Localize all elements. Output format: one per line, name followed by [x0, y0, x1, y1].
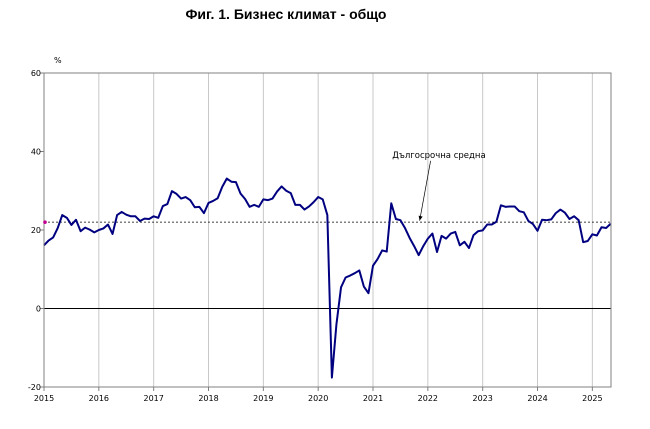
- average-annotation-arrowhead: [418, 215, 423, 221]
- x-tick-label-2023: 2023: [473, 394, 493, 403]
- x-tick-label-2025: 2025: [582, 394, 602, 403]
- x-tick-label-2018: 2018: [198, 394, 218, 403]
- x-tick-label-2019: 2019: [253, 394, 273, 403]
- x-tick-label-2017: 2017: [143, 394, 163, 403]
- x-tick-label-2022: 2022: [418, 394, 438, 403]
- y-axis-unit-label: %: [54, 56, 62, 65]
- y-axis-ticks: -20 0 20 40 60: [28, 69, 44, 392]
- x-axis-ticks: 2015 2016 2017 2018 2019 2020 2021 2022 2023 2024…: [34, 387, 603, 403]
- y-tick-label-20: 20: [31, 226, 41, 235]
- series-data-points: [44, 179, 611, 378]
- x-tick-label-2021: 2021: [363, 394, 383, 403]
- chart-title: Фиг. 1. Бизнес климат - общо: [185, 6, 387, 22]
- y-tick-label--20: -20: [28, 383, 41, 392]
- average-start-marker: [43, 220, 47, 224]
- x-tick-label-2020: 2020: [308, 394, 328, 403]
- grid-lines: [98, 73, 593, 387]
- x-tick-label-2016: 2016: [89, 394, 109, 403]
- y-tick-label-0: 0: [36, 305, 41, 314]
- y-tick-label-60: 60: [31, 69, 41, 78]
- average-annotation-label: Дългосрочна средна: [392, 151, 485, 161]
- y-tick-label-40: 40: [31, 148, 41, 157]
- average-annotation-arrow: [419, 160, 431, 221]
- x-tick-label-2015: 2015: [34, 394, 54, 403]
- business-climate-series-line: [43, 177, 612, 379]
- x-tick-label-2024: 2024: [527, 394, 547, 403]
